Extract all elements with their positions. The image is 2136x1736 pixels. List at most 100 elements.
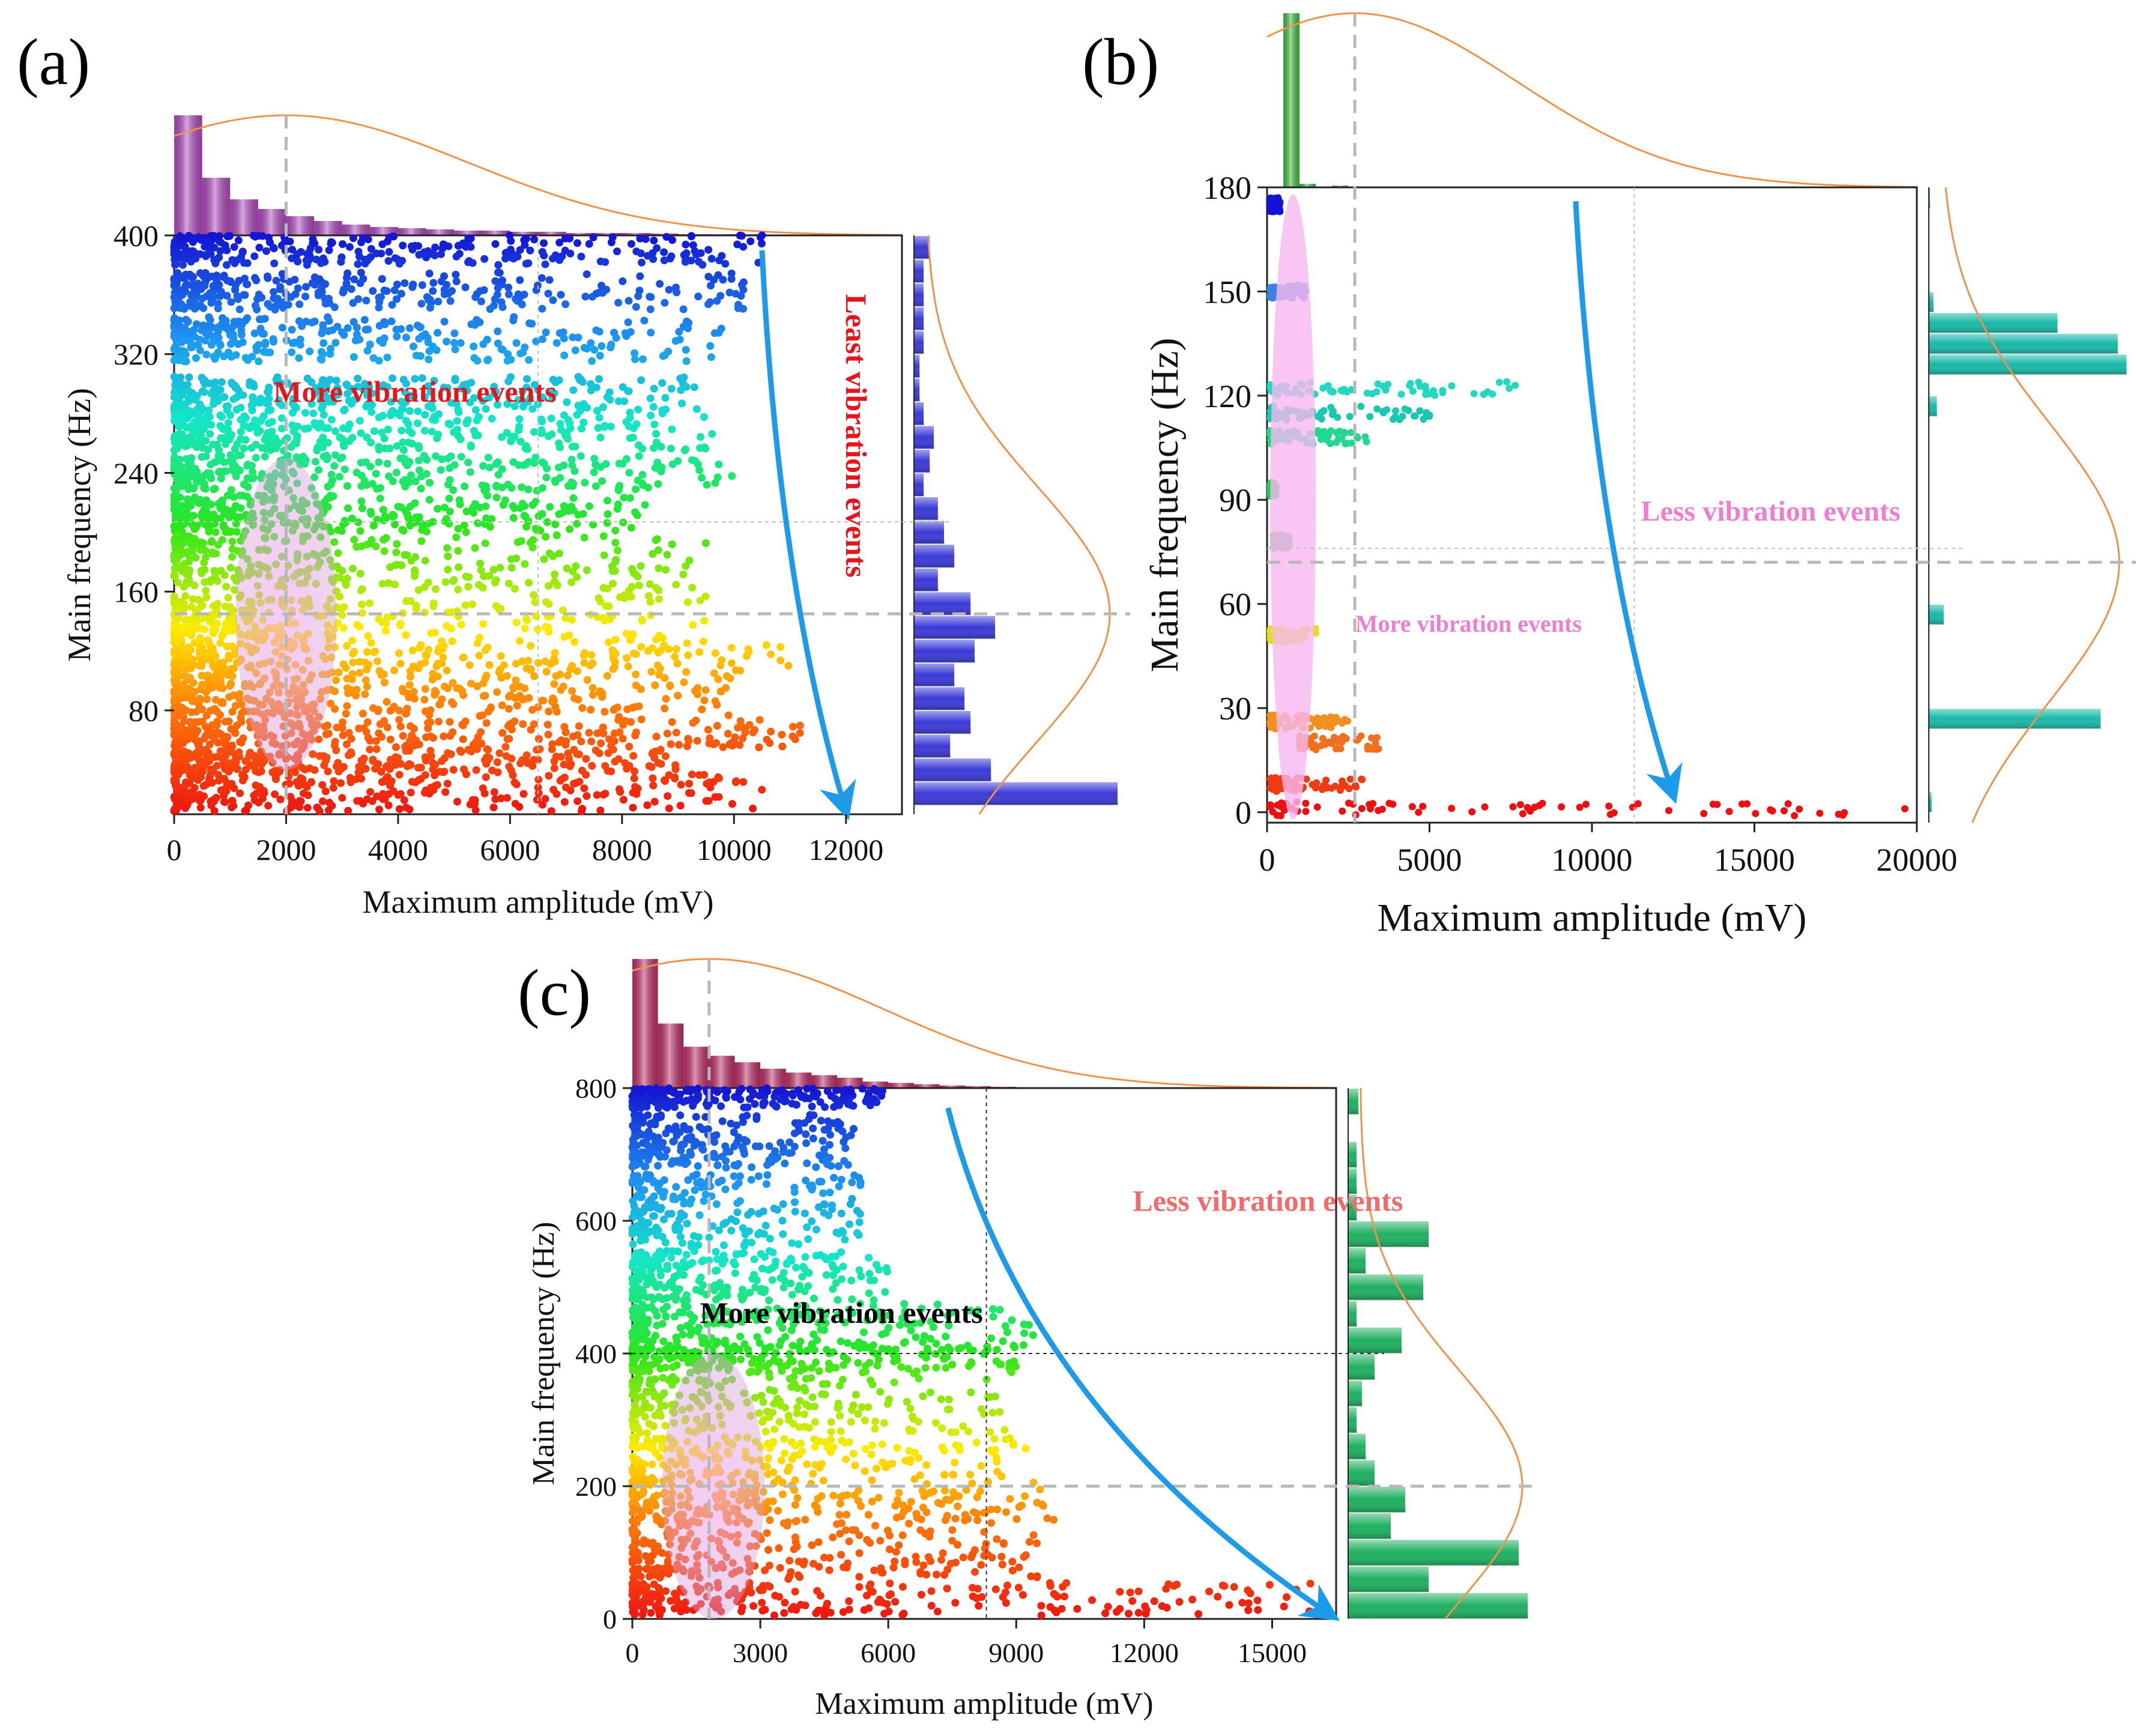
scatter-point [223, 261, 231, 269]
scatter-point [241, 354, 250, 362]
scatter-point [369, 354, 378, 362]
scatter-point [605, 388, 614, 396]
scatter-point [359, 799, 367, 808]
scatter-point [212, 549, 220, 558]
scatter-point [407, 761, 415, 769]
scatter-point [415, 740, 423, 749]
scatter-point [745, 648, 753, 656]
scatter-point [639, 481, 647, 489]
scatter-point [350, 275, 359, 283]
scatter-point [440, 732, 448, 740]
scatter-point [309, 409, 318, 417]
scatter-point [181, 672, 190, 680]
right-histogram-bar-shade [914, 449, 931, 473]
scatter-point [330, 303, 339, 312]
scatter-point [220, 434, 228, 443]
scatter-point [203, 274, 211, 283]
scatter-point [270, 294, 278, 303]
scatter-point [425, 355, 433, 363]
scatter-point [595, 414, 604, 422]
scatter-point [224, 593, 232, 602]
scatter-point [213, 761, 221, 770]
scatter-point [222, 582, 231, 591]
scatter-point [544, 289, 552, 298]
scatter-point [429, 416, 437, 424]
scatter-point [523, 616, 531, 625]
scatter-point [678, 399, 686, 408]
scatter-point [357, 458, 365, 467]
scatter-point [532, 612, 540, 620]
scatter-point [471, 500, 479, 508]
scatter-point [455, 563, 463, 572]
scatter-point [516, 246, 524, 254]
scatter-point [407, 242, 416, 250]
scatter-point [689, 621, 697, 629]
scatter-point [548, 745, 556, 754]
scatter-point [626, 434, 634, 443]
scatter-point [186, 754, 194, 762]
scatter-point [170, 572, 178, 580]
scatter-point [445, 519, 453, 528]
scatter-point [383, 698, 391, 706]
top-histogram-bar-shade [202, 178, 231, 235]
scatter-point [719, 743, 727, 751]
scatter-point [646, 598, 655, 606]
top-density-curve [174, 114, 902, 236]
scatter-point [656, 746, 664, 755]
scatter-point [545, 276, 554, 284]
scatter-point [399, 446, 408, 454]
scatter-point [380, 679, 389, 687]
scatter-point [796, 729, 804, 737]
scatter-point [679, 322, 688, 331]
scatter-point [1343, 440, 1351, 447]
scatter-point [506, 246, 515, 254]
scatter-point [392, 468, 401, 477]
scatter-point [668, 236, 677, 244]
right-histogram-bar-shade [914, 544, 955, 568]
scatter-point [214, 323, 222, 331]
scatter-point [214, 304, 222, 313]
scatter-point [591, 482, 600, 491]
scatter-point [393, 540, 401, 548]
scatter-point [789, 722, 797, 731]
scatter-point [421, 685, 429, 693]
scatter-point [697, 433, 705, 441]
scatter-point [489, 803, 498, 812]
scatter-point [240, 444, 248, 453]
scatter-point [225, 655, 233, 663]
panel-b: (b)0 5000 10000 15000 200000306090120150180M… [1082, 12, 2136, 940]
scatter-point [354, 260, 362, 268]
scatter-point [342, 710, 350, 718]
scatter-point [378, 579, 387, 588]
scatter-point [218, 536, 226, 544]
scatter-point [545, 772, 553, 780]
scatter-point [454, 525, 462, 533]
scatter-point [408, 283, 417, 291]
scatter-point [334, 762, 342, 770]
scatter-point [619, 796, 628, 804]
scatter-point [693, 737, 701, 745]
scatter-point [643, 801, 652, 809]
scatter-point [192, 354, 200, 362]
scatter-point [357, 775, 365, 783]
scatter-point [446, 718, 454, 726]
scatter-point [214, 739, 222, 747]
scatter-point [628, 632, 636, 641]
scatter-point [228, 256, 237, 264]
scatter-point [613, 247, 622, 256]
scatter-point [179, 479, 187, 487]
scatter-point [402, 710, 410, 718]
scatter-point [522, 442, 530, 450]
right-histogram-bar-shade [914, 330, 924, 354]
scatter-point [237, 718, 246, 726]
scatter-point [257, 416, 265, 425]
scatter-point [539, 697, 548, 705]
scatter-point [171, 242, 180, 250]
x-tick-label: 10000 [697, 833, 772, 866]
scatter-point [671, 337, 680, 345]
scatter-point [465, 573, 473, 581]
scatter-point [372, 249, 381, 258]
scatter-point [237, 428, 245, 436]
scatter-point [432, 688, 440, 697]
